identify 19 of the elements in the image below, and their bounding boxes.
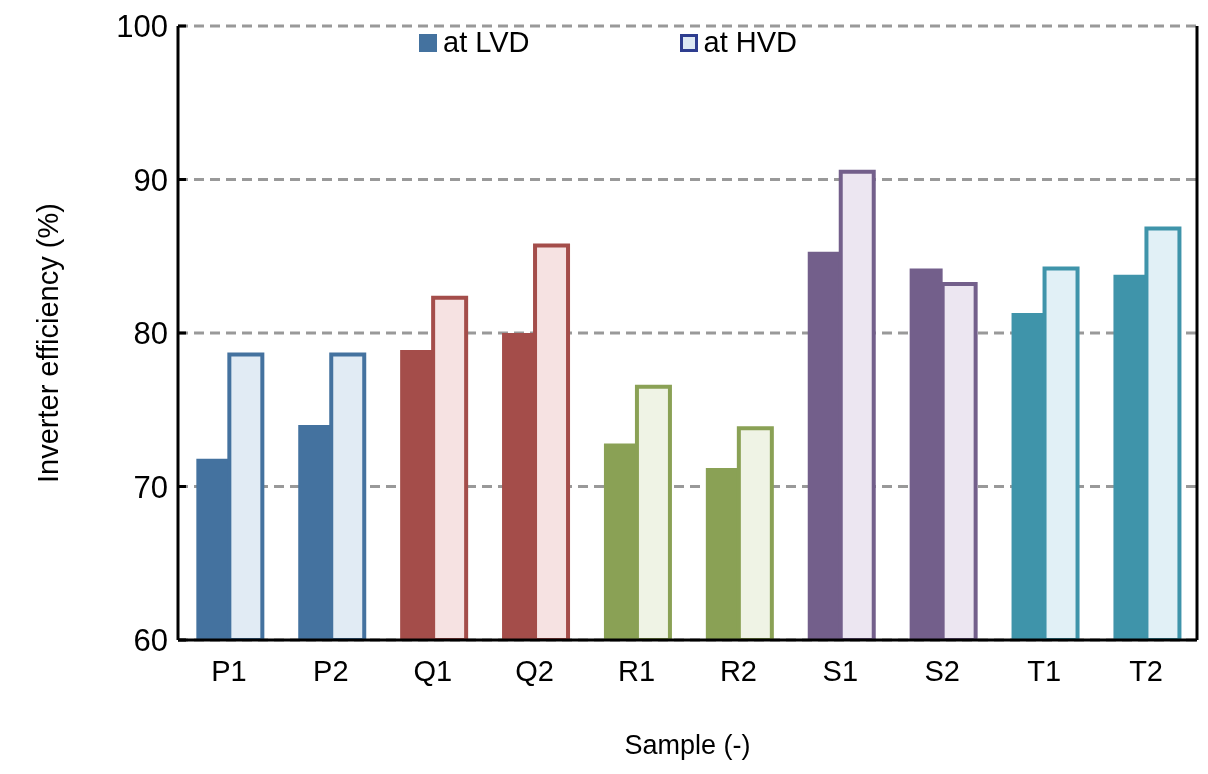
x-tick-label: R1 [618,654,656,687]
x-tick-label: P1 [211,654,247,687]
y-tick-label: 70 [133,469,168,505]
x-tick-label: Q2 [515,654,554,687]
x-tick-label: T1 [1027,654,1062,687]
legend-label: at LVD [443,26,530,59]
x-tick-label: T2 [1129,654,1163,687]
y-tick-label: 90 [133,162,168,198]
x-tick-label: S2 [924,654,960,687]
y-tick-label: 100 [116,9,168,45]
y-axis-title: Inverter efficiency (%) [32,203,65,483]
x-tick-label: R2 [719,654,757,687]
y-tick-label: 60 [133,623,168,659]
y-tick-label: 80 [133,316,168,352]
x-axis-title: Sample (-) [624,730,751,760]
legend-label: at HVD [703,26,797,59]
x-tick-label: P2 [313,654,349,687]
x-tick-label: Q1 [413,654,453,687]
x-tick-label: S1 [822,654,859,687]
